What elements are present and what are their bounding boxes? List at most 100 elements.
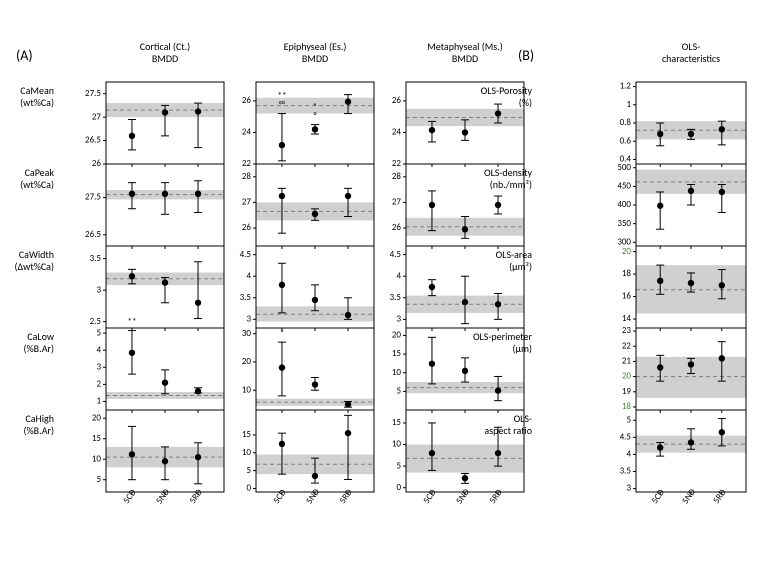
cell-frame [256,82,374,164]
cell-frame [256,328,374,410]
row-label: (%) [519,96,532,109]
y-tick-label: 26 [242,95,252,106]
data-point [495,110,501,116]
data-point [719,126,725,132]
row-label: (%B.Ar) [23,424,54,437]
y-tick-label: 24 [242,127,252,138]
data-point [719,355,725,361]
data-point [345,193,351,199]
y-tick-label: 0 [396,482,401,493]
panel-b-label: (B) [518,47,534,64]
y-tick-label: 4 [246,270,251,281]
data-point [429,450,435,456]
x-tick-label: 5CD [421,487,439,506]
y-tick-label: 0 [246,483,251,494]
data-point [429,284,435,290]
y-tick-label: 4.5 [620,431,632,442]
data-point [688,131,694,137]
data-point [657,278,663,284]
y-tick-label: 20 [92,412,102,423]
significance-marker: * [313,102,317,113]
y-tick-label: 20 [392,330,402,341]
data-point [162,279,168,285]
row-label: (nb./mm²) [490,178,532,191]
y-tick-label: 5 [396,386,401,397]
data-point [195,300,201,306]
y-tick-label: 5 [246,465,251,476]
data-point [688,188,694,194]
data-point [279,193,285,199]
data-point [195,191,201,197]
y-tick-label: 30 [242,328,252,339]
x-tick-label: 5RD [711,487,729,506]
significance-marker: * [280,328,284,339]
y-tick-label: 27 [92,111,102,122]
y-tick-label: 3.5 [90,253,102,264]
y-tick-label: 28 [242,171,252,182]
figure-root: (A)Cortical (Ct.)BMDDEpiphyseal (Es.)BMD… [0,0,768,574]
y-tick-label: 20 [622,371,632,382]
y-tick-label: 16 [622,291,632,302]
y-tick-label: 22 [242,158,252,169]
data-point [279,364,285,370]
x-tick-label: 5CD [649,487,667,506]
y-tick-label: 26.5 [85,135,101,146]
y-tick-label: 3 [246,314,251,325]
y-tick-label: 26 [92,158,102,169]
y-tick-label: 15 [92,433,102,444]
data-point [495,202,501,208]
data-point [719,429,725,435]
y-tick-label: 21 [622,356,632,367]
panel-a-label: (A) [16,47,33,64]
y-tick-label: 450 [617,181,631,192]
y-tick-label: 26.5 [85,229,101,240]
y-tick-label: 1.2 [620,81,632,92]
y-tick-label: 10 [242,447,252,458]
data-point [312,381,318,387]
data-point [195,454,201,460]
y-tick-label: 5 [96,327,101,338]
data-point [345,430,351,436]
y-tick-label: 4 [396,270,401,281]
data-point [129,273,135,279]
data-point [279,282,285,288]
data-point [719,189,725,195]
y-tick-label: 28 [392,171,402,182]
data-point [162,458,168,464]
data-point [162,191,168,197]
data-point [495,387,501,393]
y-tick-label: 15 [242,429,252,440]
y-tick-label: 27.5 [85,192,101,203]
data-point [279,142,285,148]
y-tick-label: 4 [96,344,101,355]
y-tick-label: 5 [626,414,631,425]
significance-marker: ** [127,317,136,328]
data-point [345,401,351,407]
row-label: (μm) [512,342,532,355]
y-tick-label: 3.5 [620,466,632,477]
data-point [688,361,694,367]
y-tick-label: 14 [622,313,632,324]
y-tick-label: 350 [617,218,631,229]
y-tick-label: 20 [242,356,252,367]
data-point [688,439,694,445]
column-header: BMDD [452,52,478,65]
y-tick-label: 10 [242,384,252,395]
y-tick-label: 15 [392,417,402,428]
y-tick-label: 27 [242,197,252,208]
y-tick-label: 15 [392,348,402,359]
y-tick-label: 22 [392,158,402,169]
data-point [429,127,435,133]
data-point [195,108,201,114]
x-tick-label: 5CD [121,487,139,506]
y-tick-label: 10 [92,453,102,464]
row-label: (wt%Ca) [20,178,54,191]
data-point [129,350,135,356]
data-point [429,202,435,208]
data-point [495,301,501,307]
significance-marker: ** [277,91,286,102]
data-point [462,226,468,232]
data-point [657,131,663,137]
y-tick-label: 2.5 [90,316,102,327]
y-tick-label: 2 [96,379,101,390]
